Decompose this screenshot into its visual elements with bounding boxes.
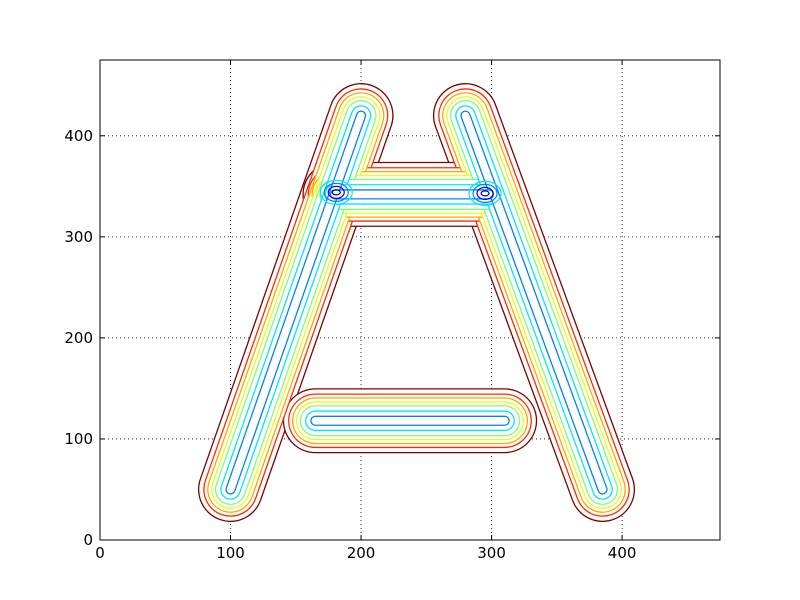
minimum-ring-1-1 xyxy=(472,183,498,203)
x-tick-label: 100 xyxy=(216,544,245,562)
x-tick-label: 400 xyxy=(608,544,637,562)
contour-lines xyxy=(197,83,636,523)
y-tick-label: 400 xyxy=(64,127,93,145)
axis-ticks: 0 100 200 300 400 0 100 200 300 400 xyxy=(64,60,720,562)
minimum-ring-0-2 xyxy=(327,185,345,199)
contour-level-0 xyxy=(225,110,608,495)
contour-fill-left-leg-0 xyxy=(226,111,365,494)
y-tick-label: 200 xyxy=(64,329,93,347)
x-tick-label: 200 xyxy=(347,544,376,562)
minimum-ring-0-1 xyxy=(323,182,349,202)
x-tick-label: 300 xyxy=(477,544,506,562)
x-tick-label: 0 xyxy=(95,544,105,562)
minimum-ring-1-3 xyxy=(480,190,490,197)
minimum-ring-0-3 xyxy=(331,189,341,196)
axes-frame xyxy=(99,59,721,541)
minimum-ring-0-0 xyxy=(319,179,353,205)
minimum-ring-1-2 xyxy=(476,186,494,200)
minimum-ring-1-0 xyxy=(468,180,502,206)
y-tick-label: 100 xyxy=(64,430,93,448)
contour-fill-right-leg-0 xyxy=(461,111,607,494)
y-tick-label: 0 xyxy=(83,531,93,549)
y-tick-label: 300 xyxy=(64,228,93,246)
